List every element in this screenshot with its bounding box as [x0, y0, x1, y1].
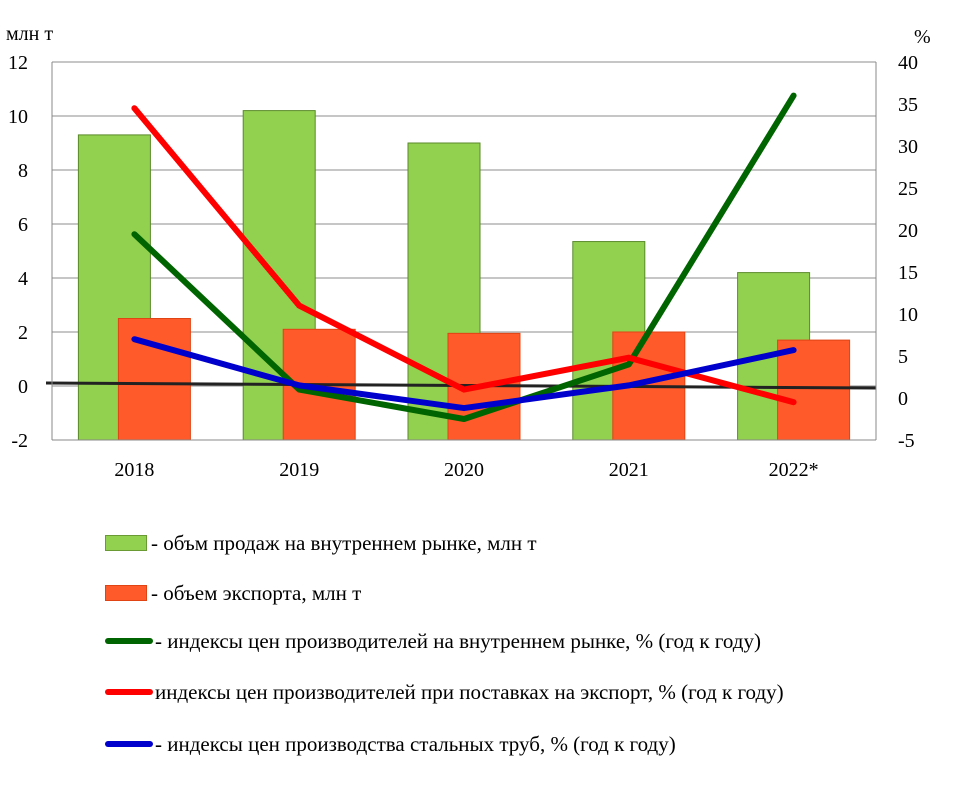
left-tick-label: 10 — [8, 106, 28, 128]
x-axis-ticks: 2018 2019 2020 2021 2022* — [114, 459, 818, 481]
left-tick-label: 8 — [18, 160, 28, 182]
series-lines — [131, 92, 797, 422]
legend-item-export-volume: - объем экспорта, млн т — [105, 578, 361, 608]
legend-item-domestic-sales: - объм продаж на внутреннем рынке, млн т — [105, 528, 537, 558]
right-axis-ticks: -5 0 5 10 15 20 25 30 35 40 — [898, 52, 918, 452]
right-tick-label: 10 — [898, 304, 918, 326]
legend-line-blue — [105, 741, 153, 747]
left-tick-label: 0 — [18, 376, 28, 398]
legend-label: - объм продаж на внутреннем рынке, млн т — [151, 530, 537, 555]
right-tick-label: 35 — [898, 94, 918, 116]
x-tick-label: 2022* — [769, 459, 819, 481]
x-tick-label: 2019 — [279, 459, 319, 481]
right-tick-label: -5 — [898, 430, 915, 452]
legend-item-export-price-index: индексы цен производителей при поставках… — [105, 677, 784, 707]
line-pipe-price-index — [131, 336, 797, 412]
bar-export-volume — [777, 339, 851, 441]
legend-label: - объем экспорта, млн т — [151, 580, 362, 605]
left-axis-ticks: -2 0 2 4 6 8 10 12 — [8, 52, 28, 452]
x-tick-label: 2018 — [114, 459, 154, 481]
right-tick-label: 30 — [898, 136, 918, 158]
right-tick-label: 20 — [898, 220, 918, 242]
left-tick-label: -2 — [11, 430, 28, 452]
right-tick-label: 5 — [898, 346, 908, 368]
x-tick-label: 2021 — [609, 459, 649, 481]
left-tick-label: 4 — [18, 268, 28, 290]
legend-swatch-green — [105, 535, 147, 551]
right-tick-label: 0 — [898, 388, 908, 410]
legend-label: индексы цен производителей при поставках… — [155, 679, 784, 704]
legend-item-domestic-price-index: - индексы цен производителей на внутренн… — [105, 626, 761, 656]
legend-line-red — [105, 689, 153, 695]
right-tick-label: 40 — [898, 52, 918, 74]
right-axis-unit: % — [914, 26, 931, 48]
legend-swatch-orange — [105, 585, 147, 601]
left-tick-label: 6 — [18, 214, 28, 236]
left-tick-label: 12 — [8, 52, 28, 74]
left-tick-label: 2 — [18, 322, 28, 344]
right-tick-label: 15 — [898, 262, 918, 284]
x-tick-label: 2020 — [444, 459, 484, 481]
left-axis-unit: млн т — [6, 23, 53, 45]
legend-line-green — [105, 638, 153, 644]
legend-label: - индексы цен производства стальных труб… — [155, 731, 676, 756]
right-tick-label: 25 — [898, 178, 918, 200]
legend-label: - индексы цен производителей на внутренн… — [155, 628, 761, 653]
legend-item-pipe-price-index: - индексы цен производства стальных труб… — [105, 729, 676, 759]
bar-export-volume — [117, 318, 191, 441]
line-domestic-price-index — [131, 92, 797, 422]
